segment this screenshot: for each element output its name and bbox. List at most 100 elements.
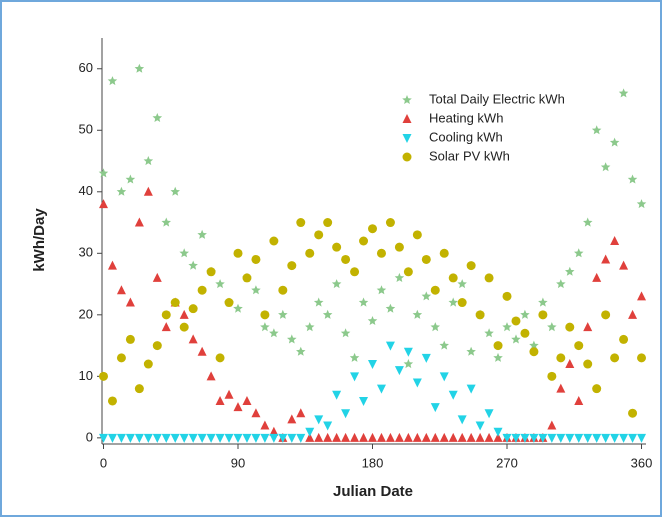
legend-label: Total Daily Electric kWh [429,91,565,106]
point [224,298,234,308]
point [637,433,647,443]
point [502,322,512,332]
point [484,409,494,419]
point [341,432,351,442]
point [251,285,261,295]
y-tick-label: 60 [79,60,93,75]
point [197,229,207,239]
point [359,396,369,406]
point [529,340,539,350]
point [143,186,153,196]
point [574,433,584,443]
point [107,433,117,443]
point [332,242,342,252]
point [314,415,324,425]
point [125,174,136,184]
point [125,334,135,344]
point [627,174,638,184]
point [358,297,369,307]
point [538,433,548,443]
point [359,432,369,442]
x-tick-label: 180 [362,455,384,470]
point [134,433,144,443]
point [439,340,449,350]
point [278,285,288,295]
point [457,279,467,289]
point [583,359,593,369]
point [233,303,243,313]
point [152,272,162,282]
legend-label: Solar PV kWh [429,148,510,163]
point [269,426,279,436]
point [269,433,279,443]
point [215,395,225,405]
point [251,433,261,443]
point [242,395,252,405]
point [359,236,369,246]
point [260,310,270,320]
point [376,384,386,394]
point [412,230,422,240]
point [278,309,288,319]
point [215,279,225,289]
y-tick-label: 10 [79,368,93,383]
point [502,291,512,301]
y-tick-label: 20 [79,306,93,321]
point [269,236,279,246]
point [636,199,647,209]
point [583,433,593,443]
point [601,433,611,443]
point [179,322,189,332]
point [403,432,413,442]
point [161,322,171,332]
point [448,432,458,442]
point [475,310,485,320]
point [367,316,378,325]
point [574,395,584,405]
point [332,432,342,442]
point [466,346,476,356]
point [143,156,154,166]
point [592,384,602,394]
point [233,248,243,258]
point [618,88,629,98]
point [350,267,360,277]
point [170,186,180,196]
point [278,433,288,443]
point [637,353,647,363]
point [350,372,360,382]
point [610,353,620,363]
point [116,433,126,443]
point [421,353,431,363]
point [466,261,476,271]
point [601,254,611,264]
point [206,433,216,443]
point [547,322,557,332]
point [439,248,449,258]
point [421,254,431,264]
point [305,322,315,332]
point [457,415,467,425]
point [403,267,413,277]
point [600,162,611,172]
point [637,291,647,301]
point [565,433,575,443]
point [107,76,118,86]
point [161,310,171,320]
legend-marker [402,114,412,123]
point [394,432,404,442]
point [98,371,108,381]
point [565,266,575,276]
point [107,396,117,406]
point [107,260,117,270]
point [143,433,153,443]
point [430,322,440,332]
point [493,432,503,442]
point [125,433,135,443]
legend-marker [402,152,412,162]
legend-label: Heating kWh [429,110,503,125]
point [610,236,620,245]
legend-label: Cooling kWh [429,129,503,144]
point [170,298,180,308]
x-tick-label: 360 [631,455,653,470]
